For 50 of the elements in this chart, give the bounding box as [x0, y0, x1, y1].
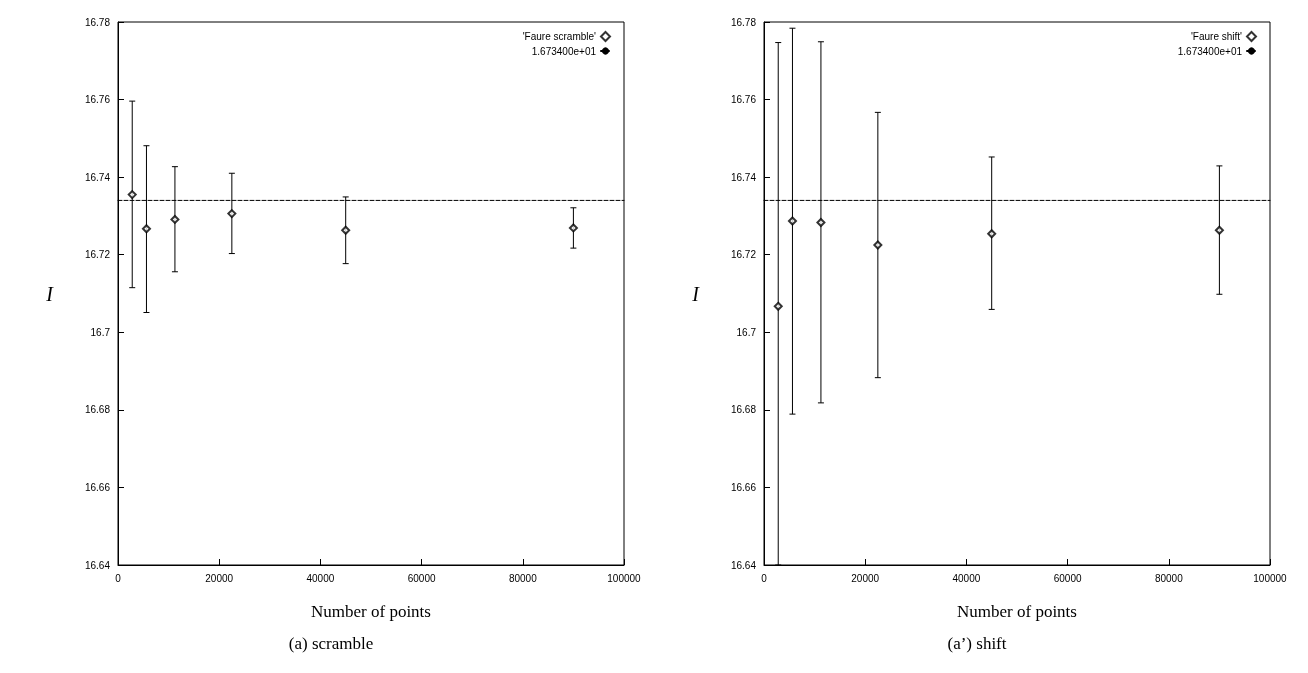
x-tick-label: 40000 [306, 572, 335, 584]
x-tick-label: 20000 [851, 572, 880, 584]
x-axis-title: Number of points [957, 602, 1077, 621]
point [170, 214, 180, 224]
point [341, 225, 351, 235]
y-tick-label: 16.7 [736, 326, 757, 338]
x-tick-label: 100000 [607, 572, 642, 584]
y-tick-label: 16.78 [730, 16, 757, 28]
point [787, 216, 797, 226]
x-tick-label: 0 [115, 572, 122, 584]
x-tick-label: 80000 [1154, 572, 1184, 584]
y-tick-label: 16.66 [730, 481, 757, 493]
point [227, 209, 237, 219]
text: (a’) shift [947, 634, 1007, 653]
y-tick-label: 16.74 [730, 171, 757, 183]
y-tick-label: 16.7 [90, 326, 111, 338]
legend-label: 'Faure scramble' [522, 31, 597, 42]
point [987, 229, 997, 239]
y-axis-title: I [691, 282, 701, 305]
x-tick-label: 80000 [508, 572, 538, 584]
x-tick-label: 60000 [407, 572, 436, 584]
point [568, 223, 578, 233]
x-tick-label: 0 [761, 572, 768, 584]
y-tick-label: 16.78 [84, 16, 111, 28]
legend-label: 1.673400e+01 [1177, 45, 1243, 57]
y-tick-label: 16.72 [84, 249, 111, 261]
point [773, 301, 783, 311]
point [1214, 225, 1224, 235]
x-tick-label: 20000 [205, 572, 234, 584]
text: (a) scramble [288, 634, 374, 653]
y-tick-label: 16.64 [730, 559, 757, 571]
point [873, 240, 883, 250]
y-tick-label: 16.72 [730, 249, 757, 261]
point [141, 224, 151, 234]
y-tick-label: 16.76 [84, 94, 111, 106]
point [816, 218, 826, 228]
legend-label: 1.673400e+01 [531, 45, 597, 57]
legend-label: 'Faure shift' [1190, 31, 1243, 42]
y-tick-label: 16.66 [84, 481, 111, 493]
y-tick-label: 16.68 [84, 404, 111, 416]
y-tick-label: 16.68 [730, 404, 757, 416]
y-tick-label: 16.64 [84, 559, 111, 571]
y-axis-title: I [45, 282, 55, 305]
x-tick-label: 100000 [1253, 572, 1288, 584]
point [127, 190, 137, 200]
x-tick-label: 40000 [952, 572, 981, 584]
x-axis-title: Number of points [311, 602, 431, 621]
y-tick-label: 16.74 [84, 171, 111, 183]
y-tick-label: 16.76 [730, 94, 757, 106]
x-tick-label: 60000 [1053, 572, 1082, 584]
